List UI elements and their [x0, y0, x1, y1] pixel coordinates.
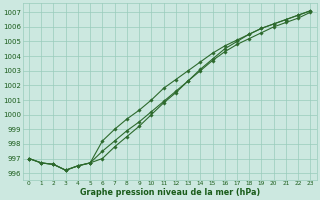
X-axis label: Graphe pression niveau de la mer (hPa): Graphe pression niveau de la mer (hPa) [80, 188, 260, 197]
